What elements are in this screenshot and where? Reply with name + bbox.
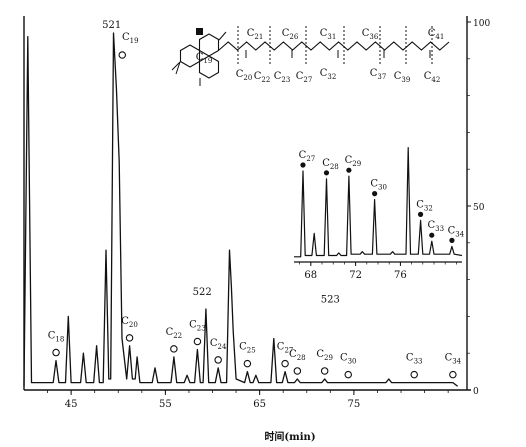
peak-marker-c24 [214,356,222,364]
ring-c [198,55,220,79]
annotation-521: 521 [102,20,121,31]
peak-label-c31: C31 [320,28,337,41]
x-tick-label: 45 [65,399,78,410]
peak-label-c33: C33 [427,220,444,233]
y-tick-label: 0 [473,387,479,397]
methyl-bond-1 [171,61,181,71]
peak-label-c28: C28 [289,349,306,362]
inset-chromatogram: 68 72 76 C27 C28 C29 C30 C32 C33 C34 [294,147,465,281]
peak-label-c39: C39 [394,71,411,84]
peak-label-c20: C20 [236,69,253,82]
peak-label-c22: C22 [166,327,183,340]
peak-label-c28: C28 [322,158,339,171]
peak-label-c34: C34 [448,225,465,238]
peak-label-c18: C18 [48,331,65,344]
peak-label-c24: C24 [210,338,227,351]
peak-marker-c23 [193,337,202,346]
peak-label-c25: C25 [239,342,256,355]
x-tick-label: 75 [348,399,361,410]
inset-marker-c32 [417,211,424,217]
peak-label-c23: C23 [189,320,206,333]
peak-marker-c33 [410,370,418,379]
inset-marker-c34 [449,237,455,243]
y-tick-label: 100 [473,19,490,29]
peak-label-c30: C30 [370,179,387,192]
x-tick-label: 65 [253,399,266,410]
inset-marker-c28 [323,170,330,176]
peak-marker-c25 [243,359,252,368]
ring-fill-mark [196,28,203,35]
peak-marker-c19 [118,51,127,59]
inset-marker-c27 [300,162,306,168]
peak-label-c19: C19 [196,52,213,65]
inset-x-tick-label: 72 [349,270,362,281]
peak-label-c19: C19 [122,32,139,45]
peak-marker-c28 [293,367,302,375]
peak-marker-c29 [320,367,329,375]
peak-marker-c27 [281,359,289,368]
molecular-structure: C19 C20 C21 C22 C23 C26 C27 C31 C32 C36 C37 C39 C41 C… [171,26,450,86]
x-axis-label: 时间(min) [264,430,315,443]
inset-x-tick-label: 68 [304,270,317,281]
peak-label-c27: C27 [296,71,313,84]
peak-label-c32: C32 [416,199,433,212]
peak-label-c21: C21 [247,28,264,41]
peak-label-c29: C29 [316,349,333,362]
peak-label-c34: C34 [445,353,462,366]
peak-label-c22: C22 [254,71,271,84]
peak-label-c30: C30 [340,353,357,366]
peak-label-c20: C20 [121,316,138,329]
peak-marker-c22 [170,345,178,353]
main-axes: 45 55 65 75 100 50 0 [23,16,490,410]
inset-x-tick-label: 76 [394,270,407,281]
main-trace-line [23,32,459,387]
annotation-522: 522 [193,287,212,298]
methyl-bond-4 [218,31,227,41]
methyl-bond-2 [175,61,181,75]
peak-marker-c34 [449,370,457,379]
peak-label-c36: C36 [362,28,379,41]
peak-label-c32: C32 [320,68,337,81]
inset-marker-c33 [429,232,435,238]
peak-label-c42: C42 [424,71,441,84]
inset-trace-line [294,147,463,258]
peak-marker-c30 [344,370,352,379]
annotation-523: 523 [321,294,340,305]
peak-label-c37: C37 [370,68,387,81]
x-tick-label: 55 [159,399,172,410]
side-chain [218,41,450,51]
inset-marker-c29 [346,167,352,173]
peak-label-c29: C29 [345,155,362,168]
peak-label-c41: C41 [428,28,445,41]
peak-marker-c18 [52,348,60,357]
y-tick-label: 50 [473,203,485,213]
peak-label-c26: C26 [282,28,299,41]
inset-marker-c30 [372,191,378,197]
peak-label-c27: C27 [299,150,316,163]
peak-marker-c20 [125,334,134,342]
peak-label-c23: C23 [274,71,291,84]
peak-label-c33: C33 [406,353,423,366]
